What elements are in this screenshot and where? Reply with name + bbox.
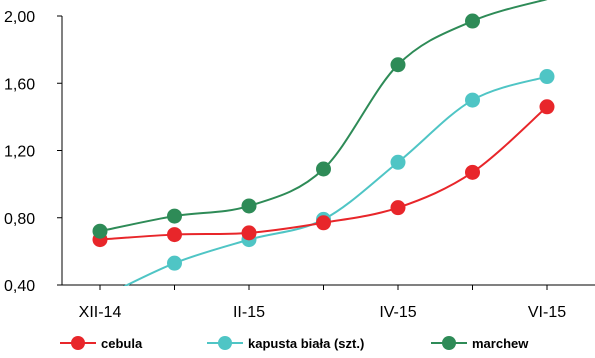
y-tick-label: 2,00 (4, 9, 35, 26)
x-tick-label: IV-15 (379, 304, 416, 321)
legend-marker (442, 336, 456, 350)
legend-marker (71, 336, 85, 350)
x-tick-label: VI-15 (528, 304, 566, 321)
data-point (241, 225, 257, 241)
y-tick-label: 0,80 (4, 211, 35, 228)
series-0 (92, 99, 555, 248)
series-line (122, 75, 548, 286)
series-2 (92, 0, 548, 239)
data-point (167, 227, 182, 243)
legend-item: cebula (60, 336, 143, 351)
data-point (465, 164, 480, 180)
data-point (316, 215, 331, 231)
axes (57, 15, 595, 290)
data-point (465, 92, 480, 108)
data-point (539, 69, 555, 85)
data-point (241, 198, 257, 214)
tick-labels: 0,40 0,80 1,20 1,60 2,00 XII-14 II-15 IV-15 VI-1… (4, 9, 566, 321)
series-layer (92, 0, 555, 286)
legend-marker (218, 336, 232, 350)
data-point (539, 99, 555, 115)
y-tick-label: 1,60 (4, 76, 35, 93)
data-point (167, 208, 182, 224)
data-point (316, 161, 331, 177)
data-point (390, 154, 406, 170)
x-tick-label: II-15 (233, 304, 265, 321)
x-tick-label: XII-14 (79, 304, 122, 321)
y-tick-label: 0,40 (4, 278, 35, 295)
series-line (99, 0, 548, 233)
legend-label: cebula (101, 336, 143, 351)
y-tick-label: 1,20 (4, 144, 35, 161)
legend-label: kapusta biała (szt.) (248, 336, 364, 351)
data-point (390, 200, 406, 216)
data-point (465, 13, 480, 29)
data-point (167, 255, 182, 271)
series-1 (122, 69, 555, 286)
legend-label: marchew (472, 336, 529, 351)
legend: cebula kapusta biała (szt.) marchew (60, 336, 529, 351)
legend-item: kapusta biała (szt.) (207, 336, 364, 351)
data-point (390, 57, 406, 73)
legend-item: marchew (431, 336, 529, 351)
data-point (92, 223, 108, 239)
